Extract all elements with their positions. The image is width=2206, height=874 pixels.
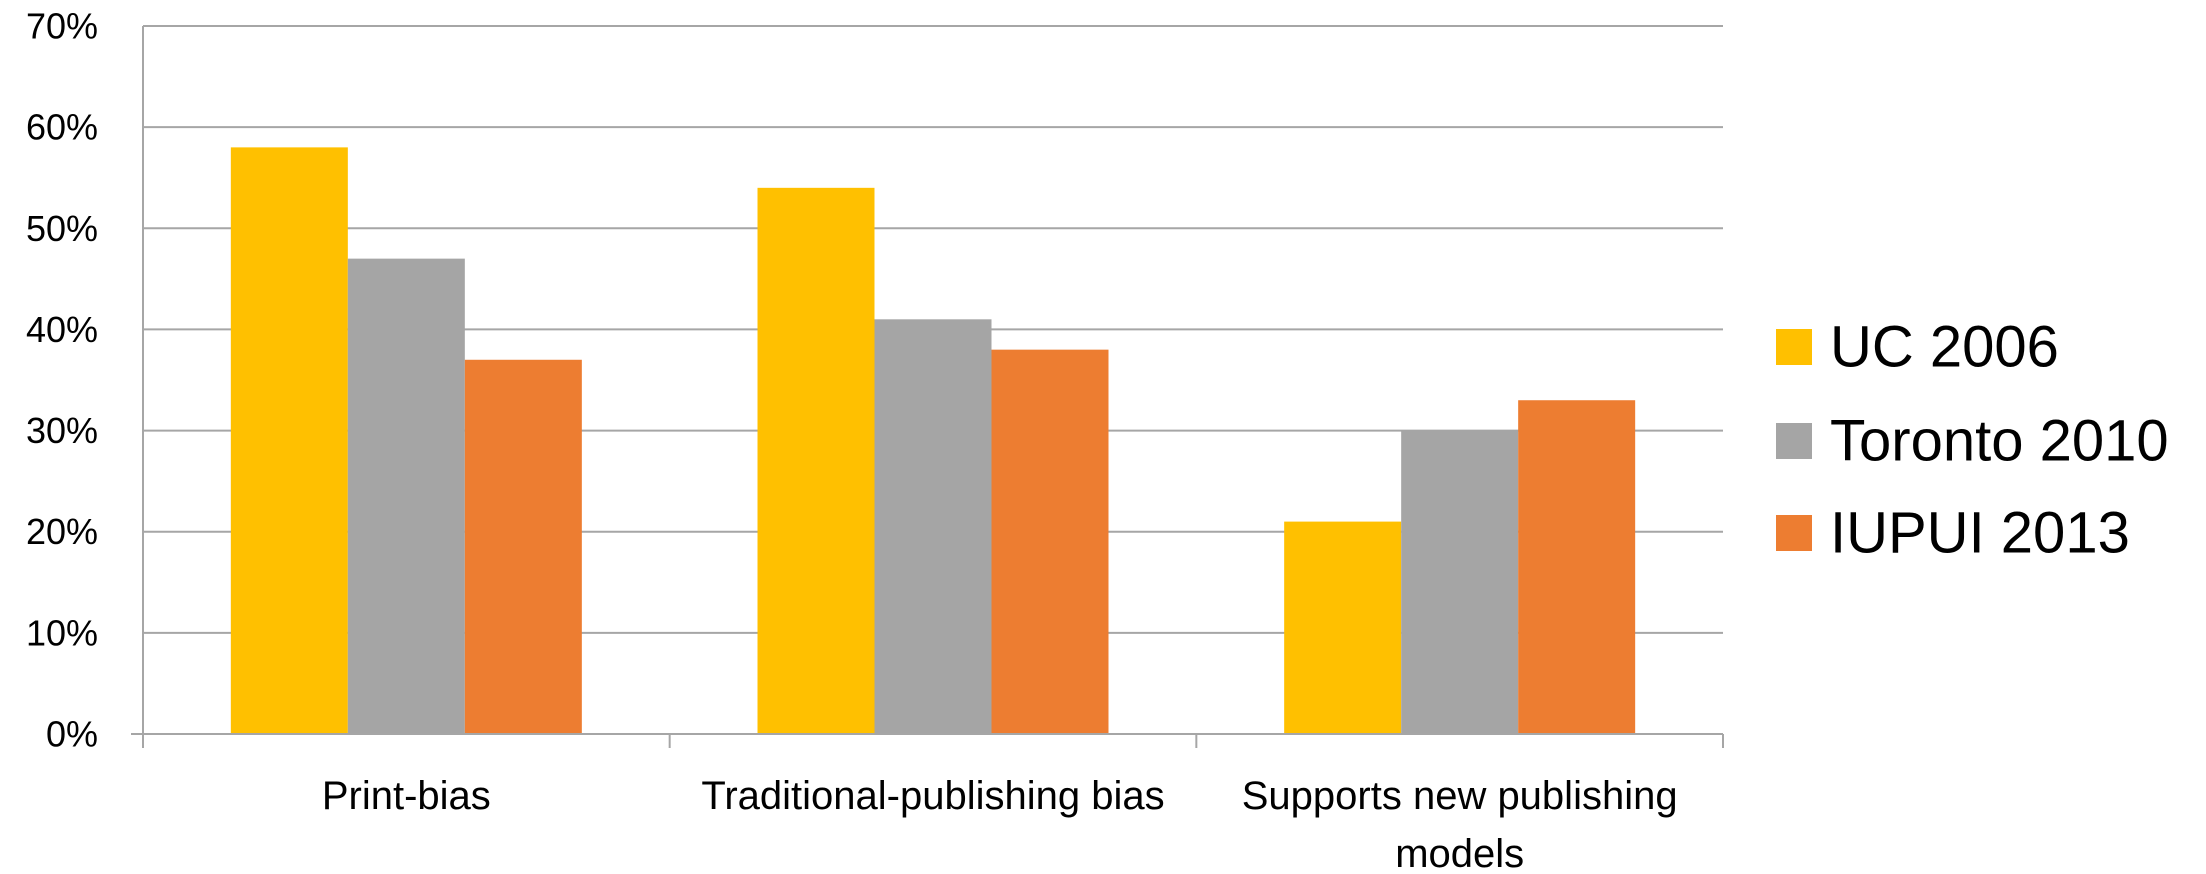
y-tick-label: 0% [46, 714, 98, 755]
bar [757, 187, 875, 735]
y-tick-label: 10% [26, 612, 98, 653]
x-category-label: models [1395, 832, 1524, 874]
y-tick-label: 60% [26, 107, 98, 148]
legend-swatch [1776, 515, 1812, 551]
bar [1518, 400, 1636, 734]
bar [1284, 521, 1402, 734]
legend-swatch [1776, 329, 1812, 365]
legend-label: Toronto 2010 [1830, 409, 2169, 474]
legend-swatch [1776, 423, 1812, 459]
y-tick-label: 30% [26, 410, 98, 451]
y-tick-label: 40% [26, 309, 98, 350]
bar [874, 319, 992, 734]
legend-label: IUPUI 2013 [1830, 501, 2130, 566]
legend-label: UC 2006 [1830, 315, 2059, 380]
y-tick-label: 20% [26, 511, 98, 552]
bar [347, 258, 465, 734]
y-tick-label: 50% [26, 208, 98, 249]
x-category-label: Print-bias [322, 774, 491, 818]
legend: UC 2006 Toronto 2010 IUPUI 2013 [1776, 315, 2169, 566]
bar [230, 147, 348, 734]
bar [464, 359, 582, 734]
x-axis-category-labels: Print-bias Traditional-publishing bias Sup… [322, 774, 1678, 874]
x-category-label: Supports new publishing [1242, 774, 1678, 818]
x-category-label: Traditional-publishing bias [701, 774, 1164, 818]
bar [991, 349, 1109, 734]
bars [230, 147, 1636, 735]
y-tick-label: 70% [26, 6, 98, 47]
axes [131, 26, 1724, 748]
y-axis-tick-labels: 0% 10% 20% 30% 40% 50% 60% 70% [26, 6, 98, 755]
bar [1401, 430, 1519, 734]
